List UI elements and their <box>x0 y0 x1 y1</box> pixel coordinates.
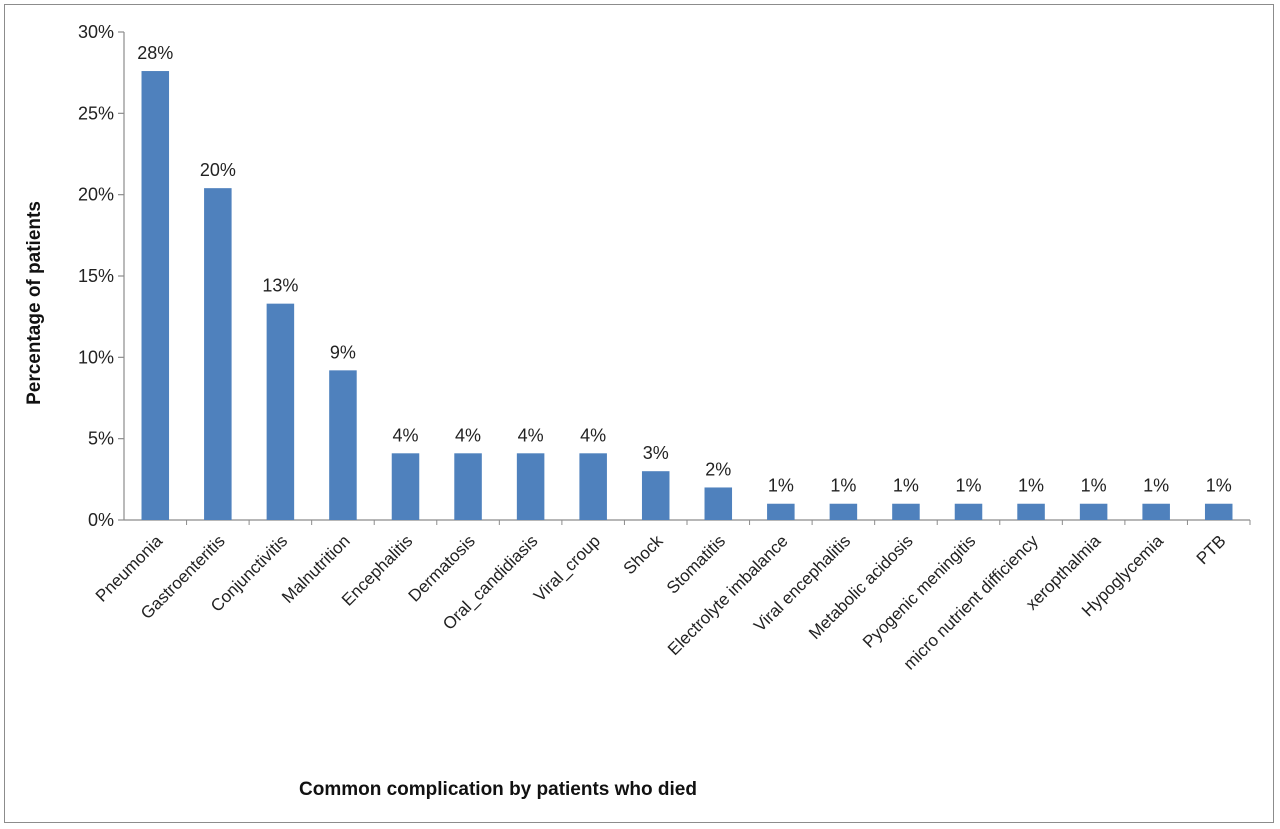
bar <box>391 453 420 520</box>
data-labels: 28% 20% 13% 9% 4% 4% 4% 4% 3% 2% 1% 1% 1% 1% 1% 1% 1% 1% <box>137 43 1231 496</box>
y-tick-label: 0% <box>88 510 114 530</box>
bar <box>329 370 357 520</box>
y-tick-label: 10% <box>78 347 114 367</box>
data-label: 1% <box>1206 476 1232 496</box>
data-label: 4% <box>455 425 481 445</box>
data-label: 28% <box>137 43 173 63</box>
category-label: Metabolic acidosis <box>805 531 917 643</box>
category-label: Shock <box>620 531 667 578</box>
y-tick-label: 30% <box>78 22 114 42</box>
data-label: 1% <box>1018 476 1044 496</box>
bar <box>141 71 170 520</box>
bar <box>1017 503 1045 520</box>
category-labels: PneumoniaGastroenteritisConjunctivitisMa… <box>92 520 1251 674</box>
x-axis-title: Common complication by patients who died <box>299 779 697 800</box>
category-label: Pyogenic meningitis <box>859 531 979 651</box>
data-label: 2% <box>705 459 731 479</box>
bar <box>1204 503 1233 520</box>
y-tick-label: 5% <box>88 429 114 449</box>
category-label: Viral_croup <box>530 531 604 605</box>
data-label: 4% <box>518 425 544 445</box>
bar <box>954 503 983 520</box>
bar <box>266 303 295 520</box>
y-axis-ticks: 0% 5% 10% 15% 20% 25% 30% <box>78 22 124 530</box>
bar <box>1079 503 1108 520</box>
y-tick-label: 15% <box>78 266 114 286</box>
bars <box>141 71 1233 520</box>
bar <box>704 487 733 520</box>
y-axis-title: Percentage of patients <box>24 201 45 405</box>
bar <box>892 503 920 520</box>
bar <box>1142 503 1170 520</box>
bar <box>204 188 232 520</box>
data-label: 3% <box>643 443 669 463</box>
data-label: 13% <box>262 276 298 296</box>
data-label: 1% <box>955 476 981 496</box>
category-label: Stomatitis <box>663 531 729 597</box>
data-label: 4% <box>392 425 418 445</box>
y-tick-label: 25% <box>78 103 114 123</box>
data-label: 1% <box>1081 476 1107 496</box>
bar <box>829 503 858 520</box>
data-label: 1% <box>1143 476 1169 496</box>
data-label: 4% <box>580 425 606 445</box>
bar <box>579 453 607 520</box>
bar <box>516 453 545 520</box>
data-label: 9% <box>330 342 356 362</box>
bar <box>767 503 795 520</box>
data-label: 1% <box>893 476 919 496</box>
bar <box>454 453 482 520</box>
data-label: 1% <box>768 476 794 496</box>
bar <box>641 471 670 520</box>
y-tick-label: 20% <box>78 185 114 205</box>
category-label: PTB <box>1193 531 1230 568</box>
data-label: 20% <box>200 160 236 180</box>
category-label: Electrolyte imbalance <box>664 531 792 659</box>
data-label: 1% <box>830 476 856 496</box>
